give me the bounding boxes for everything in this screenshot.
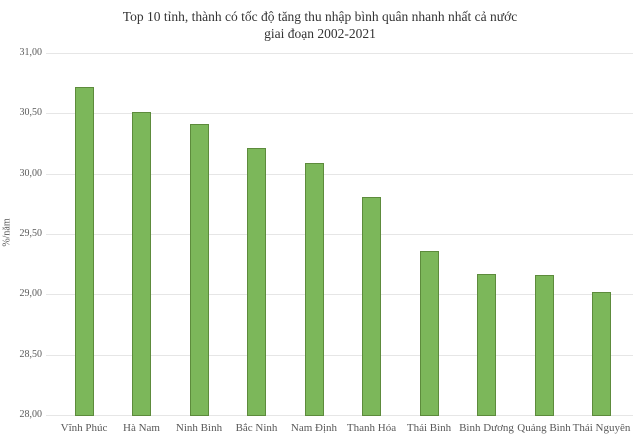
y-tick-label: 30,00 <box>19 167 43 179</box>
gridline <box>46 294 633 296</box>
y-tick-label: 29,00 <box>19 288 43 300</box>
x-axis-label: Thanh Hóa <box>346 422 397 434</box>
gridline <box>46 234 633 235</box>
x-axis-label: Bình Dương <box>459 422 514 434</box>
gridline <box>46 173 633 175</box>
chart-title-line1: Top 10 tỉnh, thành có tốc độ tăng thu nh… <box>122 9 518 24</box>
bar-Ninh Bình <box>189 124 209 416</box>
x-axis-label: Hà Nam <box>123 422 160 434</box>
gridline <box>46 53 633 54</box>
x-axis-label: Thái Nguyên <box>572 422 631 434</box>
bar-Thanh Hóa <box>362 196 381 416</box>
y-tick-label: 28,00 <box>19 409 43 420</box>
bar-Hà Nam <box>132 112 151 416</box>
bar-Vĩnh Phúc <box>74 86 94 416</box>
bar-Bình Dương <box>477 273 496 416</box>
y-tick-label: 28,50 <box>19 348 43 360</box>
gridline <box>46 354 633 356</box>
y-tick-label: 30,50 <box>19 107 43 119</box>
bar-Thái Bình <box>419 250 439 416</box>
bar-Quảng Bình <box>534 275 554 416</box>
x-axis-label: Quảng Bình <box>517 422 571 434</box>
chart-title-line2: giai đoạn 2002-2021 <box>264 26 376 41</box>
x-axis-label: Vĩnh Phúc <box>60 422 108 434</box>
gridline <box>46 113 633 115</box>
x-axis-label: Bắc Ninh <box>235 422 278 434</box>
bar-Thái Nguyên <box>592 291 611 416</box>
y-tick-label: 29,50 <box>19 228 43 239</box>
bar-Bắc Ninh <box>247 148 266 416</box>
x-axis-label: Ninh Bình <box>175 422 223 434</box>
x-axis-label: Thái Bình <box>406 422 452 434</box>
bar-Nam Định <box>304 162 324 416</box>
x-axis-label: Nam Định <box>290 422 338 434</box>
y-tick-label: 31,00 <box>19 47 43 58</box>
chart-title: Top 10 tỉnh, thành có tốc độ tăng thu nh… <box>0 8 640 42</box>
gridline <box>46 415 633 416</box>
